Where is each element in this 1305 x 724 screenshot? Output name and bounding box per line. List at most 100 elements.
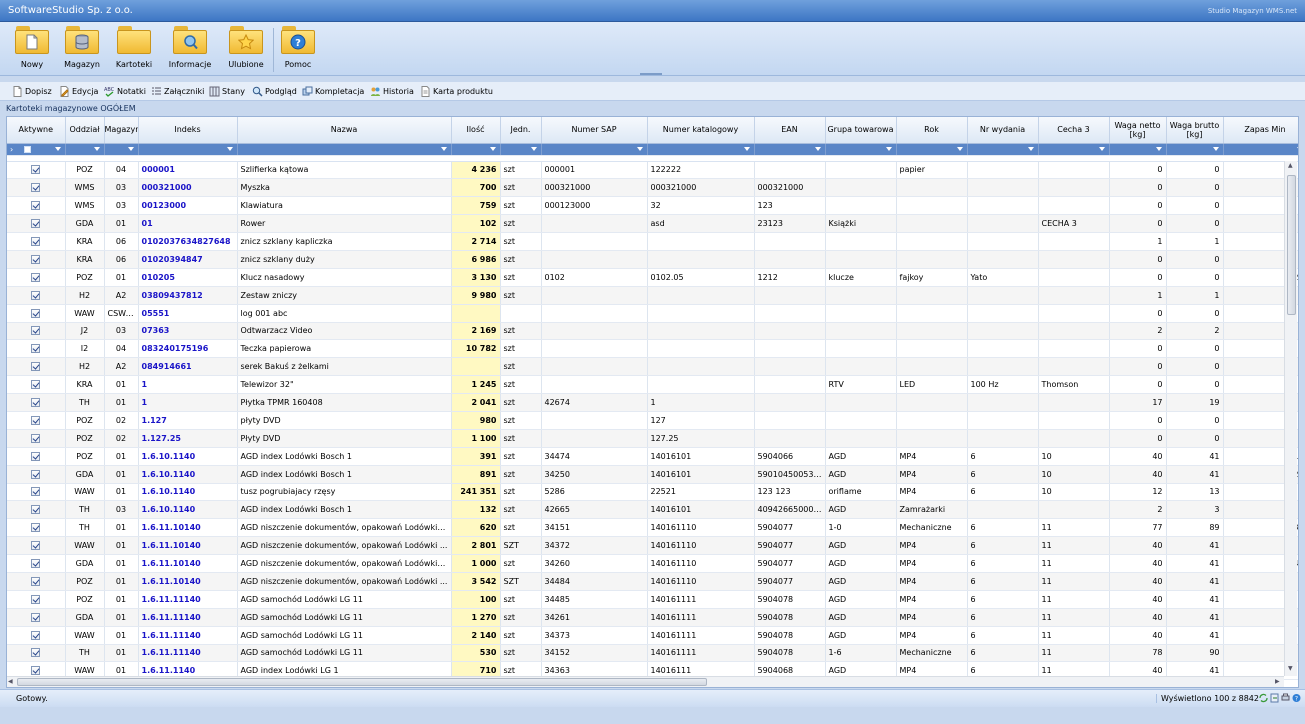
table-row[interactable]: GDA 01 1.6.11.10140 AGD niszczenie dokument… xyxy=(7,554,1298,573)
toolbar-button-kompletacja[interactable]: Kompletacja xyxy=(302,85,364,98)
active-cell[interactable] xyxy=(7,626,66,645)
table-row[interactable]: TH 01 1.6.11.11140 AGD samochód Lodówki LG … xyxy=(7,644,1298,663)
filter-cell-cecha3[interactable] xyxy=(1038,143,1110,156)
active-cell[interactable] xyxy=(7,572,66,591)
active-checkbox[interactable] xyxy=(31,326,41,336)
filter-cell-sap[interactable] xyxy=(541,143,648,156)
active-cell[interactable] xyxy=(7,232,66,251)
active-cell[interactable] xyxy=(7,500,66,520)
table-row[interactable]: TH 01 1.6.11.10140 AGD niszczenie dokumentó… xyxy=(7,518,1298,538)
table-row[interactable]: KRA 06 01020394847 znicz szklany duży 6 986 s… xyxy=(7,250,1298,269)
filter-checkbox[interactable] xyxy=(24,145,31,153)
filter-cell-nazwa[interactable] xyxy=(237,143,452,156)
refresh-icon[interactable] xyxy=(1259,693,1268,703)
active-checkbox[interactable] xyxy=(31,254,41,264)
filter-dropdown-icon[interactable] xyxy=(636,146,643,151)
table-row[interactable]: WAW 01 1.6.11.11140 AGD samochód Lodówki LG… xyxy=(7,626,1298,645)
active-cell[interactable] xyxy=(7,304,66,323)
table-row[interactable]: POZ 02 1.127.25 Płyty DVD 1 100 szt 127.25 0 0 xyxy=(7,429,1298,448)
ribbon-button-magazyn[interactable]: Magazyn xyxy=(61,26,103,74)
active-cell[interactable] xyxy=(7,214,66,234)
column-header-rok[interactable]: Rok xyxy=(896,117,968,144)
table-row[interactable]: POZ 01 1.6.11.11140 AGD samochód Lodówki LG… xyxy=(7,590,1298,609)
active-checkbox[interactable] xyxy=(31,201,41,211)
table-row[interactable]: H2 A2 084914661 serek Bakuś z żelkami szt 0 0 xyxy=(7,357,1298,377)
active-checkbox[interactable] xyxy=(31,344,41,354)
scroll-right-icon[interactable]: ▶ xyxy=(1275,678,1280,685)
vertical-scrollbar[interactable]: ▲ ▼ xyxy=(1284,161,1297,676)
active-checkbox[interactable] xyxy=(31,362,41,372)
column-header-netto[interactable]: Waga netto [kg] xyxy=(1109,117,1167,144)
scroll-down-icon[interactable]: ▼ xyxy=(1288,665,1293,672)
filter-cell-indeks[interactable] xyxy=(138,143,238,156)
table-row[interactable]: KRA 01 1 Telewizor 32" 1 245 szt RTV LED 100 Hz T… xyxy=(7,375,1298,395)
ribbon-collapse-grip[interactable] xyxy=(640,73,662,75)
filter-dropdown-icon[interactable] xyxy=(956,146,963,151)
column-header-oddzial[interactable]: Oddział xyxy=(65,117,105,144)
filter-dropdown-icon[interactable] xyxy=(93,146,100,151)
table-row[interactable]: WAW CSWAW 05551 log 001 abc 0 0 xyxy=(7,304,1298,323)
table-row[interactable]: TH 03 1.6.10.1140 AGD index Lodówki Bosch 1… xyxy=(7,500,1298,520)
filter-dropdown-icon[interactable] xyxy=(885,146,892,151)
active-cell[interactable] xyxy=(7,161,66,180)
column-header-aktywne[interactable]: Aktywne xyxy=(7,117,66,144)
active-checkbox[interactable] xyxy=(31,237,41,246)
active-cell[interactable] xyxy=(7,644,66,663)
column-header-cecha3[interactable]: Cecha 3 xyxy=(1038,117,1110,144)
scroll-up-icon[interactable]: ▲ xyxy=(1288,162,1293,169)
active-cell[interactable] xyxy=(7,178,66,198)
toolbar-button-dopisz[interactable]: Dopisz xyxy=(12,85,52,98)
toolbar-button-notatki[interactable]: ABC Notatki xyxy=(104,85,146,98)
filter-cell-rok[interactable] xyxy=(896,143,968,156)
filter-cell-zapas[interactable] xyxy=(1223,143,1298,156)
ribbon-button-nowy[interactable]: Nowy xyxy=(14,26,50,74)
toolbar-button-podglad[interactable]: Podgląd xyxy=(252,85,297,98)
filter-cell-netto[interactable] xyxy=(1109,143,1167,156)
table-row[interactable]: WAW 01 1.6.10.1140 tusz pogrubiajacy rzęsy 2… xyxy=(7,483,1298,502)
horizontal-scroll-thumb[interactable] xyxy=(17,678,707,686)
filter-cell-magazyn[interactable] xyxy=(104,143,139,156)
active-cell[interactable] xyxy=(7,268,66,287)
filter-dropdown-icon[interactable] xyxy=(1155,146,1162,151)
active-cell[interactable] xyxy=(7,608,66,627)
filter-dropdown-icon[interactable] xyxy=(530,146,537,151)
column-header-magazyn[interactable]: Magazyn xyxy=(104,117,139,144)
filter-dropdown-icon[interactable] xyxy=(814,146,821,151)
active-cell[interactable] xyxy=(7,393,66,412)
horizontal-scrollbar[interactable]: ◀ ▶ xyxy=(7,676,1284,687)
filter-dropdown-icon[interactable] xyxy=(743,146,750,151)
active-cell[interactable] xyxy=(7,483,66,502)
filter-dropdown-icon[interactable] xyxy=(54,146,61,151)
filter-cell-brutto[interactable] xyxy=(1166,143,1224,156)
toolbar-button-historia[interactable]: Historia xyxy=(370,85,414,98)
table-row[interactable]: GDA 01 01 Rower 102 szt asd 23123 Książki CECHA 3… xyxy=(7,214,1298,234)
active-cell[interactable] xyxy=(7,357,66,377)
active-cell[interactable] xyxy=(7,536,66,556)
column-header-indeks[interactable]: Indeks xyxy=(138,117,238,144)
active-checkbox[interactable] xyxy=(31,415,41,425)
table-row[interactable]: WAW 01 1.6.11.1140 AGD index Lodówki LG 1 71… xyxy=(7,661,1298,681)
active-cell[interactable] xyxy=(7,518,66,538)
toolbar-button-karta-produktu[interactable]: Karta produktu xyxy=(420,85,493,98)
filter-dropdown-icon[interactable] xyxy=(1027,146,1034,151)
active-checkbox[interactable] xyxy=(31,612,41,622)
filter-cell-jedn[interactable] xyxy=(500,143,542,156)
active-checkbox[interactable] xyxy=(31,433,41,443)
table-row[interactable]: POZ 01 1.6.10.1140 AGD index Lodówki Bosch … xyxy=(7,447,1298,466)
table-row[interactable]: H2 A2 03809437812 Zestaw zniczy 9 980 szt 1 1 xyxy=(7,286,1298,305)
table-row[interactable]: I2 04 083240175196 Teczka papierowa 10 782 sz… xyxy=(7,339,1298,359)
table-row[interactable]: KRA 06 0102037634827648 znicz szklany kapli… xyxy=(7,232,1298,251)
help-icon[interactable]: ? xyxy=(1292,693,1301,703)
active-checkbox[interactable] xyxy=(31,469,41,479)
table-row[interactable]: POZ 04 000001 Szlifierka kątowa 4 236 szt 0000… xyxy=(7,161,1298,180)
toolbar-button-zalaczniki[interactable]: Załączniki xyxy=(151,85,204,98)
table-row[interactable]: GDA 01 1.6.11.11140 AGD samochód Lodówki LG… xyxy=(7,608,1298,627)
active-checkbox[interactable] xyxy=(31,523,41,533)
filter-cell-grupa[interactable] xyxy=(825,143,897,156)
active-checkbox[interactable] xyxy=(31,219,41,229)
table-row[interactable]: POZ 02 1.127 płyty DVD 980 szt 127 0 0 xyxy=(7,411,1298,430)
column-header-sap[interactable]: Numer SAP xyxy=(541,117,648,144)
scroll-left-icon[interactable]: ◀ xyxy=(8,678,13,685)
active-checkbox[interactable] xyxy=(31,648,41,658)
filter-dropdown-icon[interactable] xyxy=(1296,146,1298,151)
